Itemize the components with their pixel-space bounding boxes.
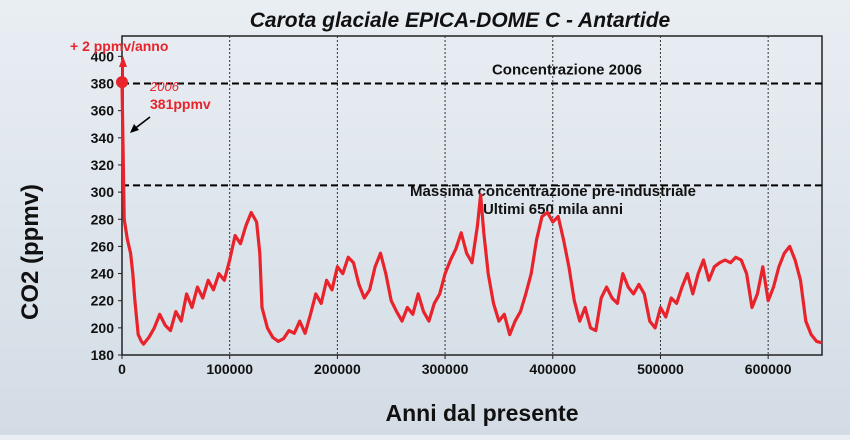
y-tick-label: 300	[91, 184, 115, 200]
reference-label-preindustrial-2: Ultimi 650 mila anni	[483, 201, 623, 218]
x-tick-label: 600000	[745, 361, 792, 377]
x-tick-label: 500000	[637, 361, 684, 377]
y-tick-label: 240	[91, 266, 115, 282]
y-tick-label: 200	[91, 320, 115, 336]
co2-series-line	[120, 82, 823, 346]
y-tick-label: 360	[91, 103, 115, 119]
x-tick-label: 200000	[314, 361, 361, 377]
y-tick-label: 400	[91, 48, 115, 64]
x-tick-label: 0	[118, 361, 126, 377]
reference-label-preindustrial: Massima concentrazione pre-industriale	[410, 183, 696, 200]
y-tick-label: 340	[91, 130, 115, 146]
annotation-arrow-head	[130, 124, 139, 133]
year-annotation: 2006	[149, 79, 180, 94]
x-axis-ticks: 0 100000 200000 300000 400000 500000 600000	[118, 355, 792, 377]
y-tick-label: 380	[91, 76, 115, 92]
x-tick-label: 400000	[529, 361, 576, 377]
x-tick-label: 100000	[206, 361, 253, 377]
y-tick-label: 180	[91, 347, 115, 363]
series-group	[116, 76, 823, 346]
chart-title: Carota glaciale EPICA-DOME C - Antartide	[250, 9, 671, 32]
y-axis-ticks: 180 200 220 240 260 280 300 320 340 360 380 400	[91, 48, 122, 363]
y-tick-label: 280	[91, 211, 115, 227]
x-tick-label: 300000	[422, 361, 469, 377]
plot-frame	[121, 35, 823, 356]
value-annotation: 381ppmv	[150, 96, 211, 112]
rate-arrow-head	[119, 56, 127, 67]
y-axis-label: CO2 (ppmv)	[17, 184, 44, 320]
y-tick-label: 220	[91, 293, 115, 309]
x-axis-label: Anni dal presente	[386, 400, 579, 426]
reference-label-2006: Concentrazione 2006	[492, 62, 642, 79]
rate-annotation: + 2 ppmv/anno	[70, 38, 168, 54]
reference-lines: Concentrazione 2006 Massima concentrazion…	[122, 62, 822, 218]
y-tick-label: 260	[91, 238, 115, 254]
y-tick-label: 320	[91, 157, 115, 173]
